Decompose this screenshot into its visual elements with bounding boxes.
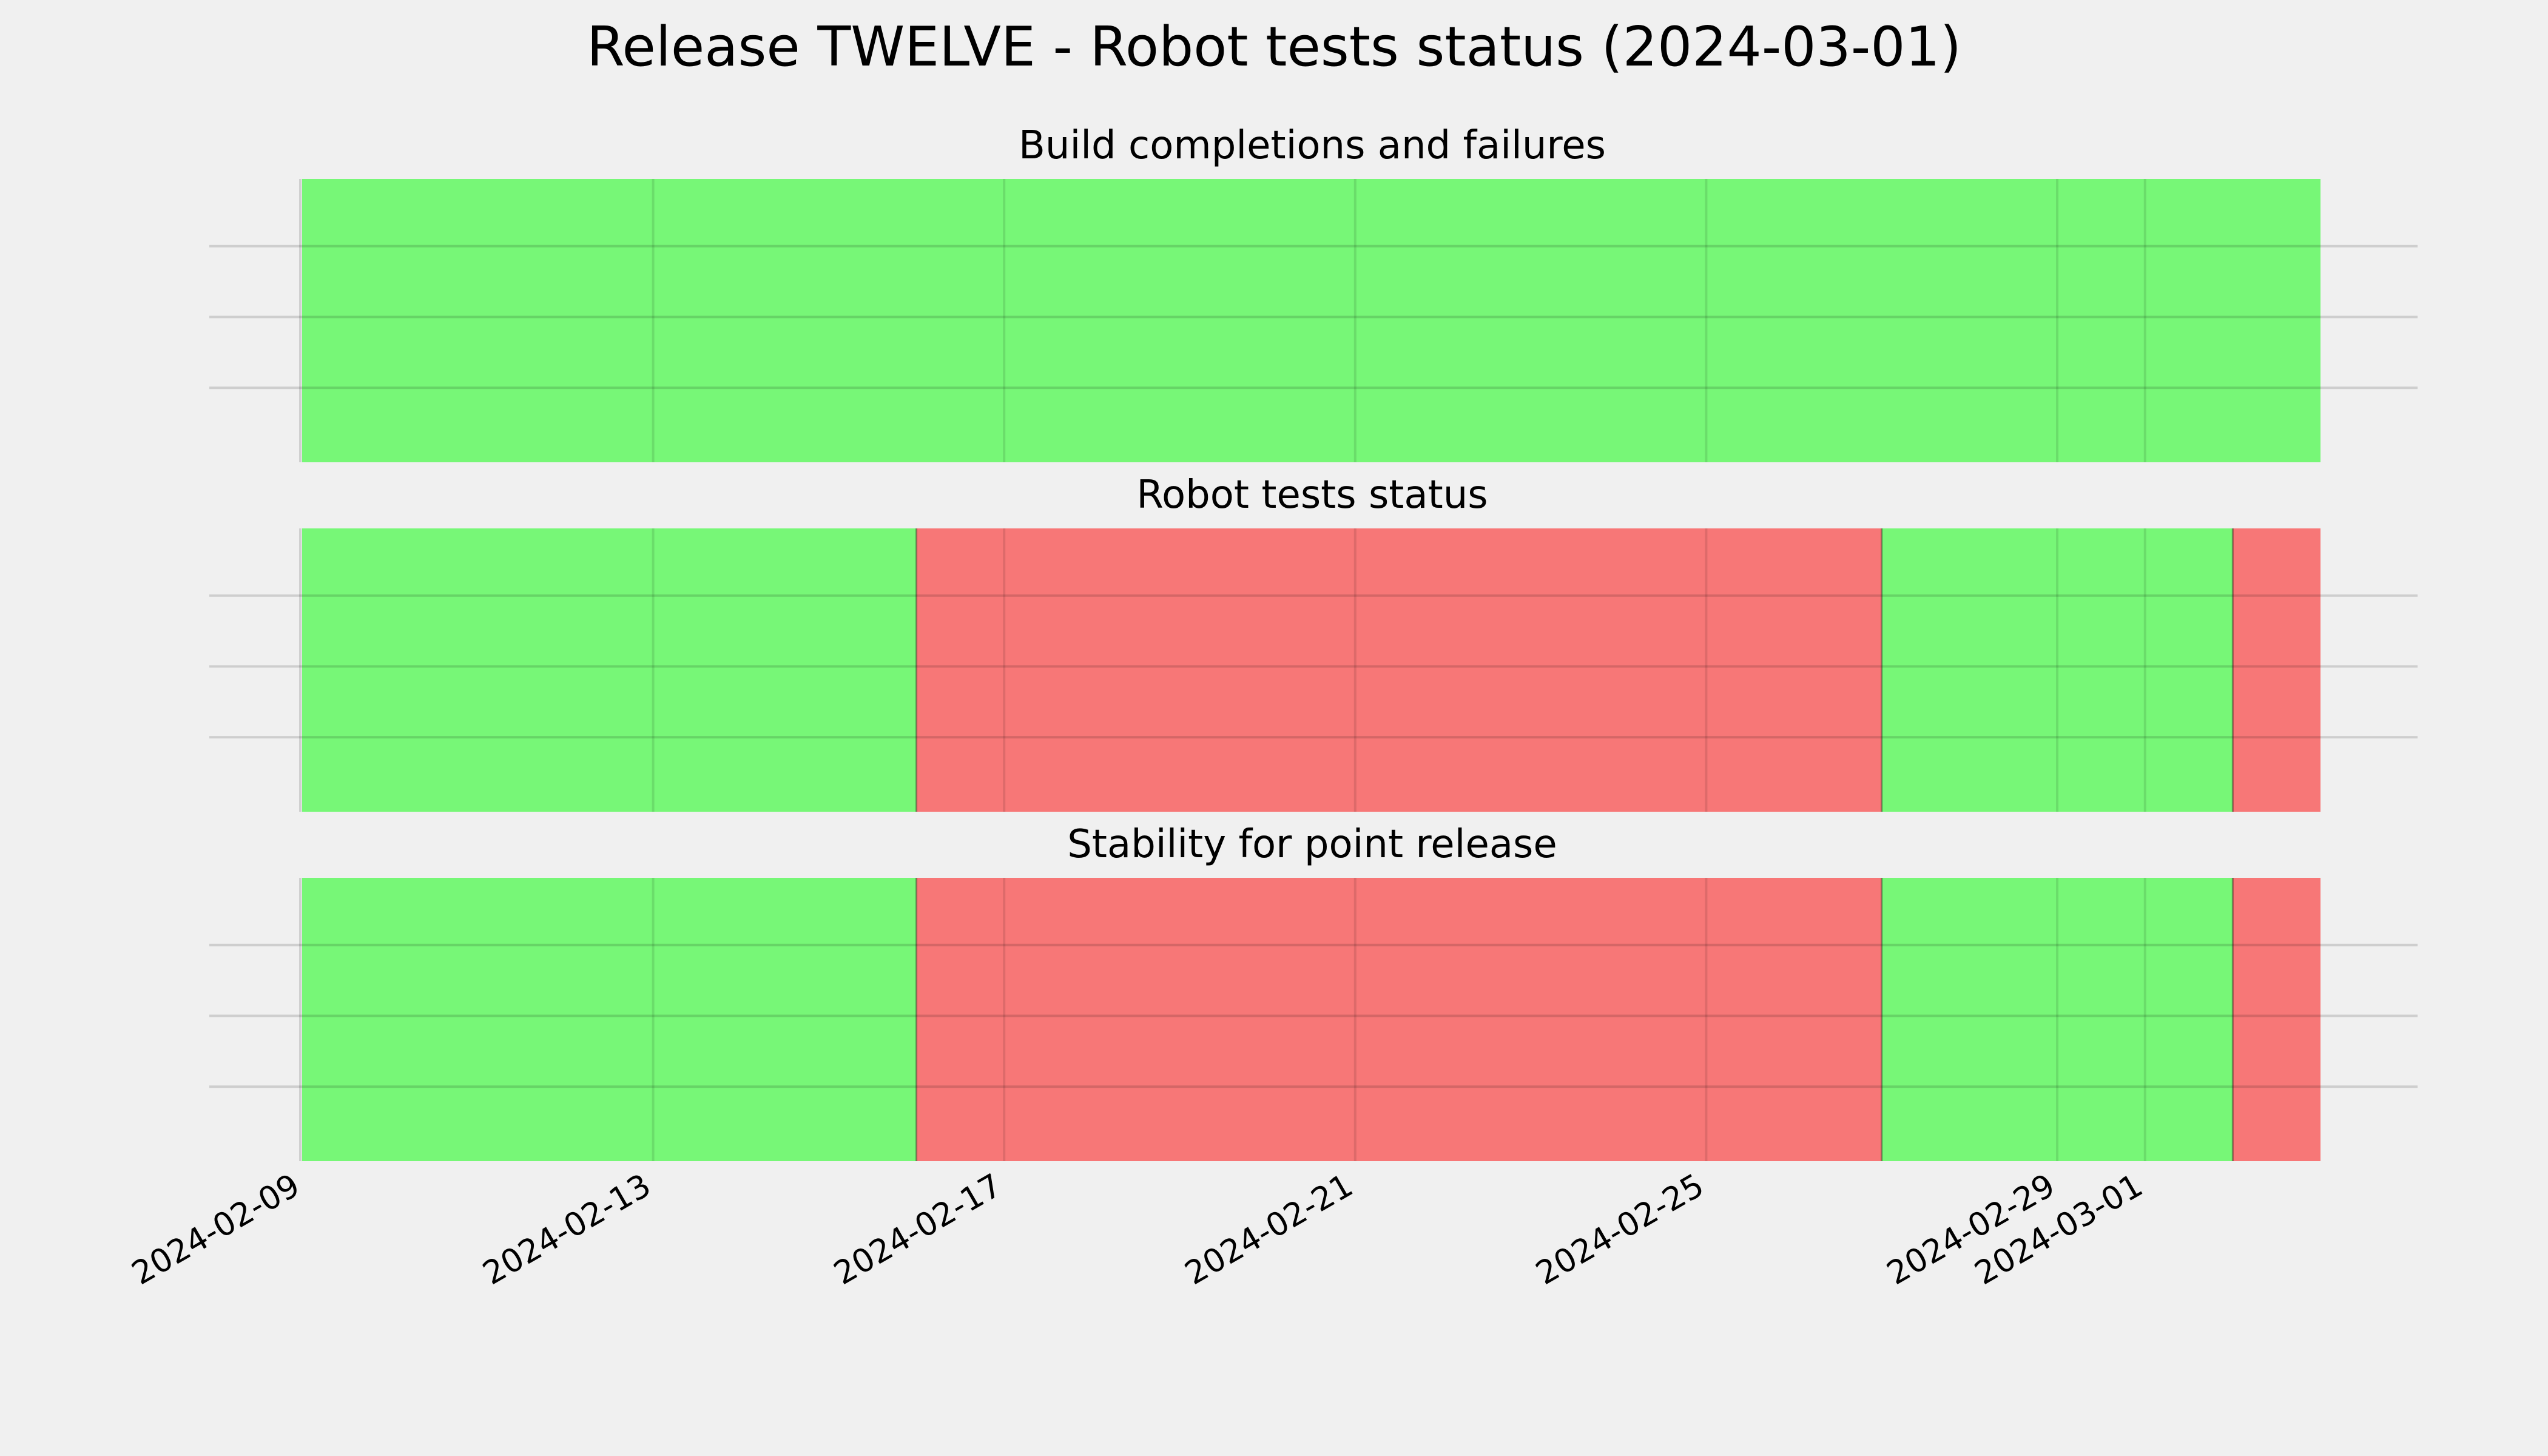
panel-1: Build completions and failures: [209, 123, 2418, 462]
status-segment-fail: [916, 878, 1882, 1161]
panel-3: Stability for point release: [209, 822, 2418, 1161]
status-segment-pass: [302, 878, 917, 1161]
panel-2-title: Robot tests status: [1136, 473, 1488, 517]
panels-group: Build completions and failures Robot test…: [209, 123, 2418, 1161]
panel-1-title: Build completions and failures: [1019, 123, 1606, 168]
status-segment-pass: [1881, 528, 2233, 812]
status-segment-pass: [1881, 878, 2233, 1161]
panel-2: Robot tests status: [209, 473, 2418, 812]
status-segment-pass: [302, 528, 917, 812]
panel-3-title: Stability for point release: [1067, 822, 1557, 867]
chart-title: Release TWELVE - Robot tests status (202…: [587, 15, 1961, 79]
status-segment-fail: [2233, 528, 2320, 812]
status-segment-fail: [2233, 878, 2320, 1161]
status-segment-fail: [916, 528, 1882, 812]
status-segment-pass: [302, 179, 2320, 462]
